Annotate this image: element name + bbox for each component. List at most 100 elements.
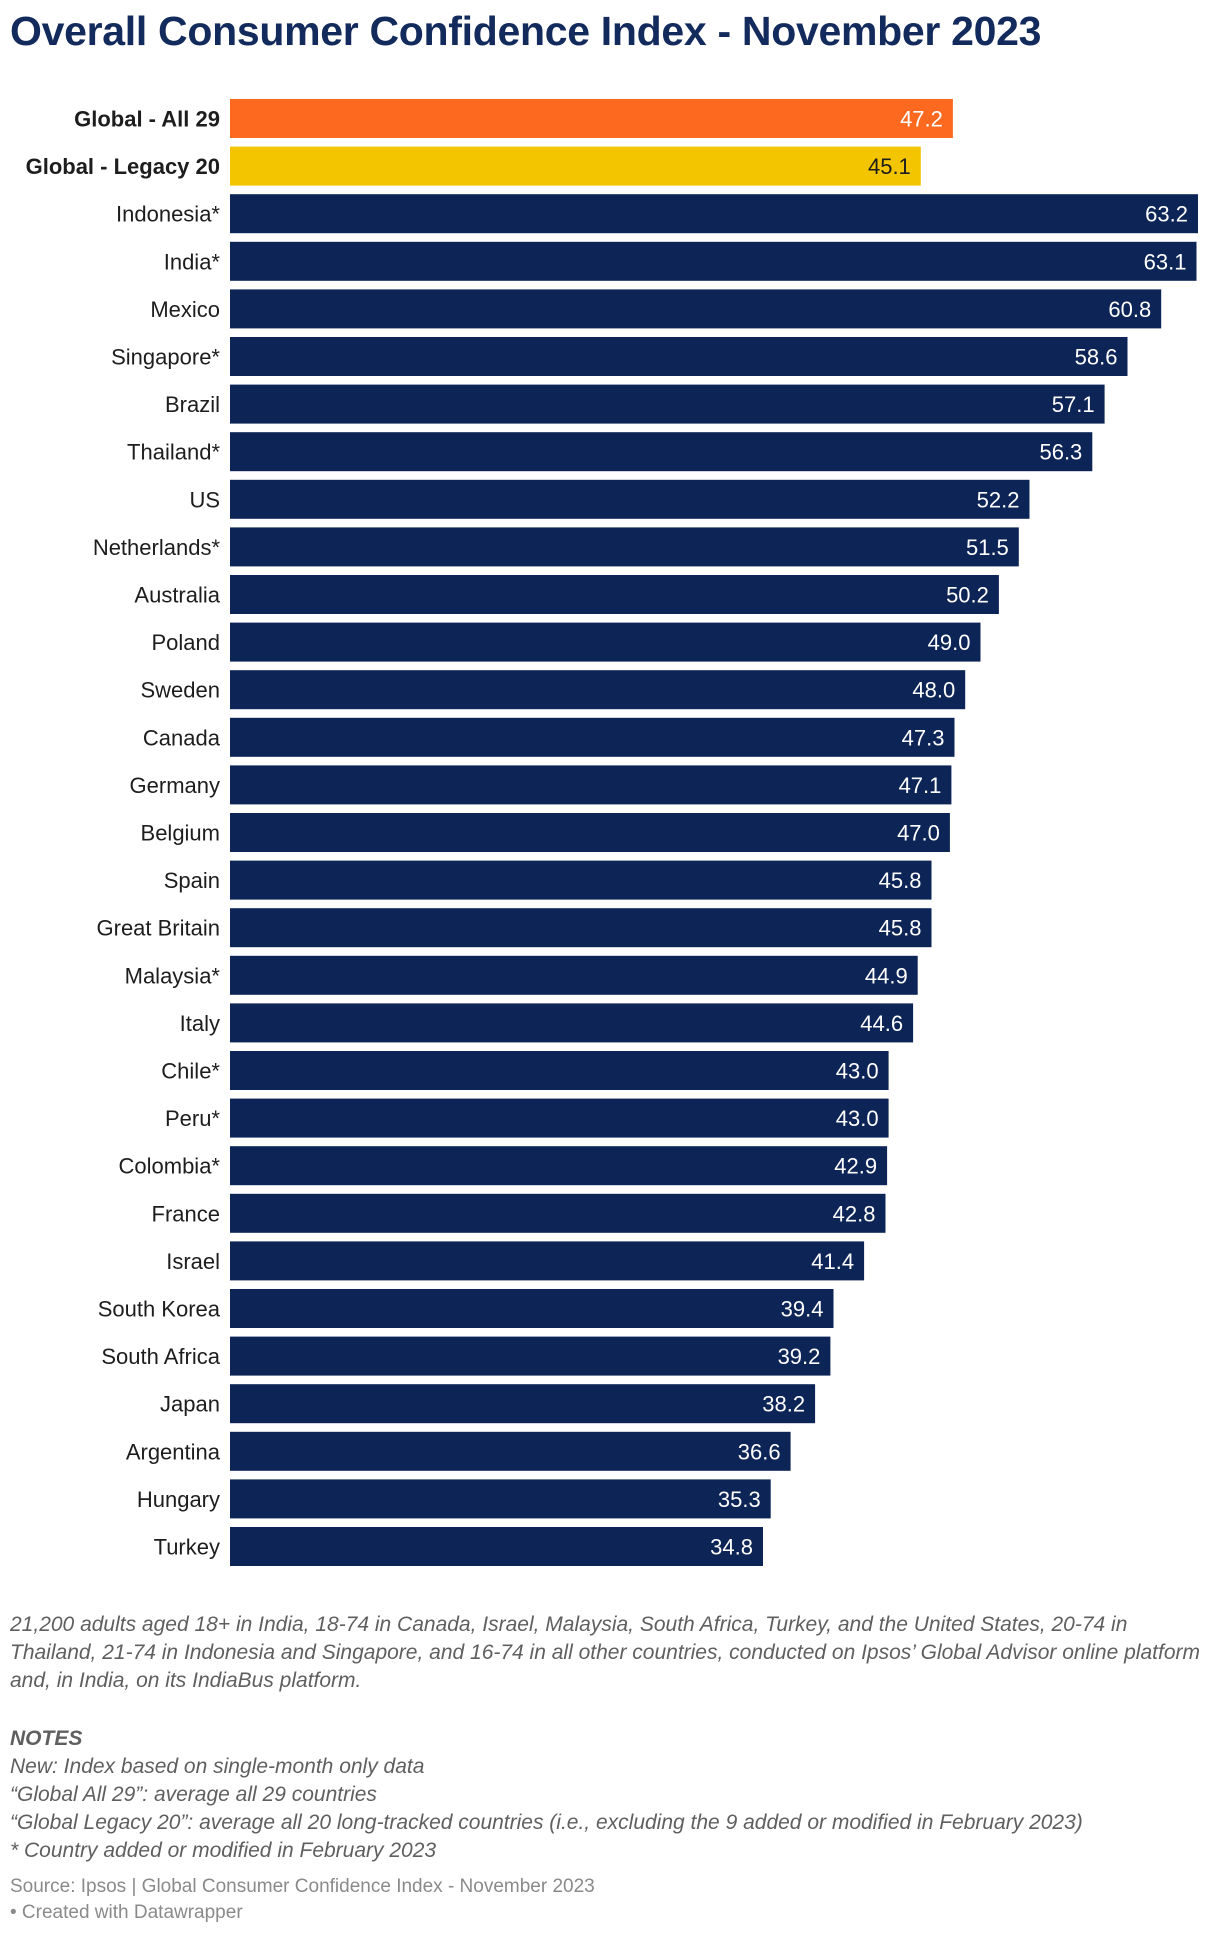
category-label: South Korea [98,1297,221,1322]
bar [230,384,1105,424]
value-label: 45.8 [879,868,922,893]
source-line: Source: Ipsos | Global Consumer Confiden… [10,1876,595,1897]
notes-line: “Global All 29”: average all 29 countrie… [10,1783,377,1806]
category-label: Turkey [154,1535,220,1560]
category-label: Singapore* [111,345,220,370]
notes-line: New: Index based on single-month only da… [10,1755,425,1778]
value-label: 45.8 [879,916,922,941]
survey-description: 21,200 adults aged 18+ in India, 18-74 i… [10,1613,1200,1692]
value-label: 34.8 [710,1535,753,1560]
category-label: Peru* [165,1106,220,1131]
bar [230,289,1162,329]
notes-line: * Country added or modified in February … [10,1839,437,1862]
value-label: 41.4 [811,1249,854,1274]
category-label: Belgium [141,821,220,846]
category-label: Israel [166,1249,220,1274]
category-label: Global - Legacy 20 [26,154,220,179]
category-label: India* [164,249,221,274]
category-label: Great Britain [97,916,221,941]
value-label: 42.9 [834,1154,877,1179]
bar [230,860,932,900]
bar [230,1098,889,1138]
bar [230,813,950,852]
notes-line: “Global Legacy 20”: average all 20 long-… [10,1811,1083,1834]
value-label: 36.6 [738,1439,781,1464]
value-label: 56.3 [1039,440,1082,465]
category-label: Colombia* [119,1154,221,1179]
bar [230,1431,791,1471]
bar [230,241,1197,281]
bar [230,1193,886,1233]
bar [230,1336,831,1376]
value-label: 60.8 [1108,297,1151,322]
bar [230,432,1093,472]
category-label: Mexico [150,297,220,322]
bar [230,908,932,948]
created-with-line: • Created with Datawrapper [10,1902,243,1923]
category-label: Global - All 29 [74,107,220,132]
value-label: 42.8 [833,1201,876,1226]
value-label: 63.2 [1145,202,1188,227]
category-label: Canada [143,725,221,750]
value-label: 43.0 [836,1059,879,1084]
bar [230,1051,889,1090]
bar [230,1003,914,1043]
category-label: Indonesia* [116,202,220,227]
bar [230,765,952,805]
value-label: 48.0 [912,678,955,703]
value-label: 52.2 [977,487,1020,512]
bar [230,146,921,186]
value-label: 47.2 [900,107,943,132]
chart-title: Overall Consumer Confidence Index - Nove… [10,8,1042,54]
bar [230,1527,763,1566]
notes-section: NOTES New: Index based on single-month o… [10,1725,1215,1865]
value-label: 57.1 [1052,392,1095,417]
bar [230,670,966,710]
category-label: Thailand* [127,440,220,465]
category-label: France [152,1201,220,1226]
value-label: 35.3 [718,1487,761,1512]
value-label: 63.1 [1144,249,1187,274]
category-label: Netherlands* [93,535,221,560]
value-label: 39.4 [781,1297,824,1322]
bar [230,1146,888,1186]
category-label: Italy [180,1011,220,1036]
category-label: Australia [134,583,220,608]
value-label: 50.2 [946,583,989,608]
bar [230,622,981,662]
bar [230,1241,865,1281]
value-label: 39.2 [778,1344,821,1369]
category-label: Poland [151,630,220,655]
value-label: 58.6 [1075,345,1118,370]
source-credit: Source: Ipsos | Global Consumer Confiden… [10,1874,595,1926]
category-label: Hungary [137,1487,220,1512]
notes-heading: NOTES [10,1727,83,1750]
value-label: 47.3 [902,725,945,750]
bar [230,955,918,995]
category-label: Malaysia* [125,963,221,988]
value-label: 49.0 [928,630,971,655]
value-label: 44.6 [860,1011,903,1036]
category-label: Chile* [161,1059,220,1084]
bar [230,479,1030,519]
category-label: Brazil [165,392,220,417]
bar [230,575,999,614]
category-label: Spain [164,868,220,893]
bar [230,717,955,757]
value-label: 47.1 [899,773,942,798]
bar [230,1289,834,1328]
bar-chart: Global - All 29 47.2 Global - Legacy 20 45.… [26,99,1198,1566]
bar [230,1384,816,1424]
value-label: 44.9 [865,963,908,988]
value-label: 43.0 [836,1106,879,1131]
category-label: Sweden [140,678,220,703]
bar [230,1479,771,1519]
bar [230,527,1019,567]
category-label: Japan [160,1392,220,1417]
bar [230,337,1128,376]
category-label: Germany [130,773,220,798]
value-label: 51.5 [966,535,1009,560]
category-label: South Africa [101,1344,220,1369]
category-label: US [189,487,220,512]
value-label: 38.2 [762,1392,805,1417]
